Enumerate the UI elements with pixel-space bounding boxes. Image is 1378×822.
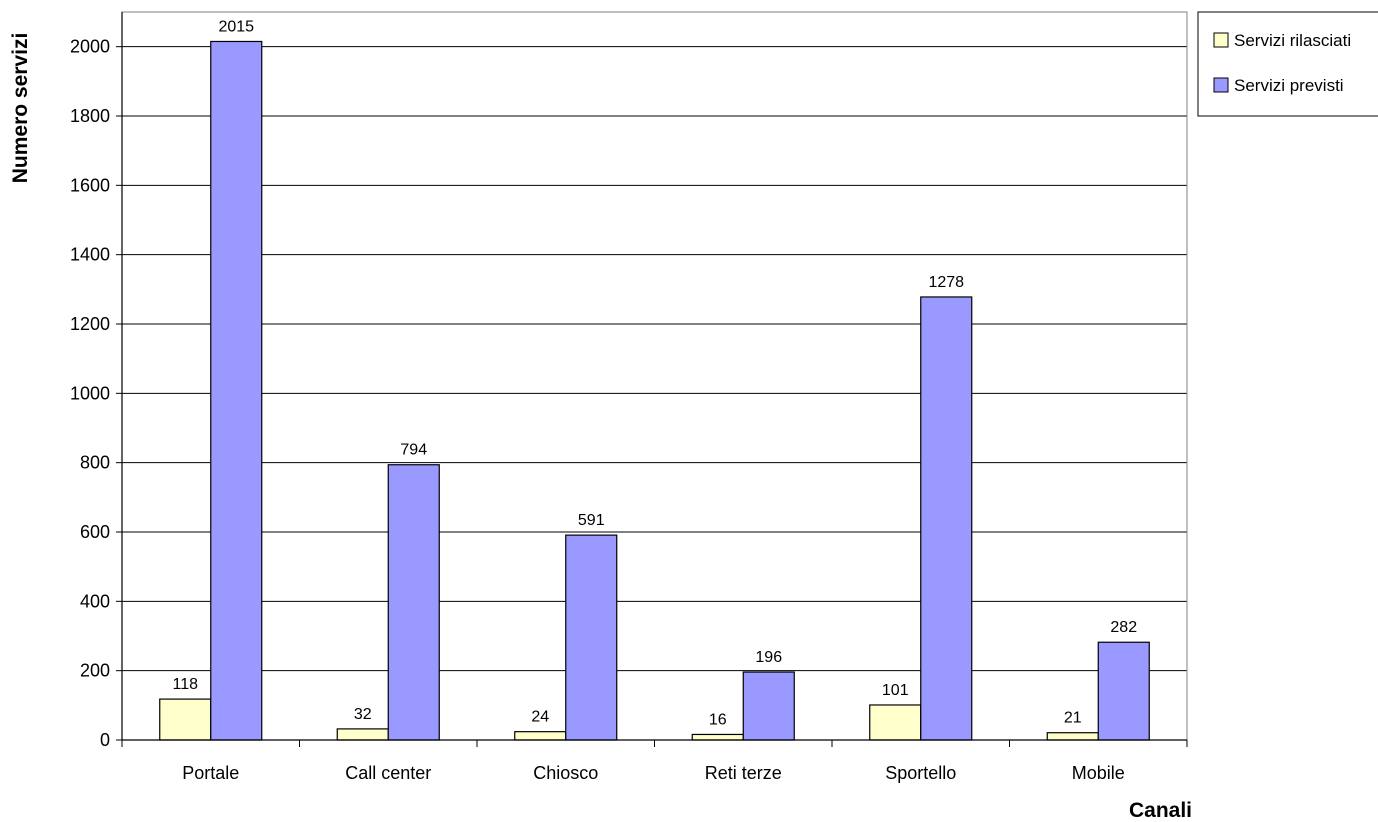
data-label: 794 bbox=[400, 442, 427, 459]
bar-servizi-previsti bbox=[742, 671, 795, 741]
data-label: 591 bbox=[578, 512, 605, 529]
category-label: Chiosco bbox=[533, 763, 598, 783]
category-label: Mobile bbox=[1072, 763, 1125, 783]
bar-servizi-previsti bbox=[1097, 641, 1150, 741]
y-tick-label: 2000 bbox=[70, 37, 110, 57]
y-tick-label: 1000 bbox=[70, 383, 110, 403]
legend-swatch bbox=[1213, 77, 1229, 93]
data-label: 21 bbox=[1064, 710, 1082, 727]
bar-servizi-rilasciati bbox=[336, 728, 389, 741]
legend-box bbox=[1197, 11, 1378, 117]
y-tick-labels: 0 200 400 600 800 1000 1200 1400 1600 1800 2000 bbox=[70, 37, 110, 750]
bar-servizi-rilasciati bbox=[1046, 732, 1099, 741]
gridlines bbox=[122, 46, 1187, 672]
bar-servizi-previsti bbox=[387, 464, 440, 741]
legend-label: Servizi rilasciati bbox=[1234, 31, 1351, 50]
y-axis-title: Numero servizi bbox=[9, 33, 32, 184]
bar-servizi-rilasciati bbox=[514, 731, 567, 741]
x-axis-title: Canali bbox=[1129, 799, 1192, 822]
bars bbox=[159, 40, 1150, 741]
plot-area-border bbox=[121, 11, 1188, 741]
y-tick-label: 1200 bbox=[70, 314, 110, 334]
data-label: 24 bbox=[531, 709, 549, 726]
category-label: Call center bbox=[345, 763, 431, 783]
axes bbox=[116, 11, 1188, 747]
data-label: 16 bbox=[709, 711, 727, 728]
legend-label: Servizi previsti bbox=[1234, 76, 1344, 95]
bar-servizi-previsti bbox=[565, 534, 618, 741]
bar-servizi-rilasciati bbox=[691, 733, 744, 741]
y-tick-label: 200 bbox=[80, 661, 110, 681]
data-labels: 118 2015 32 794 24 591 16 196 101 1278 21 282 bbox=[172, 18, 1137, 728]
category-label: Sportello bbox=[885, 763, 956, 783]
legend: Servizi rilasciati Servizi previsti bbox=[1197, 11, 1378, 117]
data-label: 32 bbox=[354, 706, 372, 723]
bar-servizi-rilasciati bbox=[159, 698, 212, 741]
y-tick-label: 400 bbox=[80, 591, 110, 611]
bar-servizi-rilasciati bbox=[869, 704, 922, 741]
data-label: 196 bbox=[755, 649, 782, 666]
data-label: 2015 bbox=[218, 18, 254, 35]
y-tick-label: 1600 bbox=[70, 175, 110, 195]
category-label: Portale bbox=[182, 763, 239, 783]
y-tick-label: 600 bbox=[80, 522, 110, 542]
y-tick-label: 1400 bbox=[70, 245, 110, 265]
y-tick-label: 1800 bbox=[70, 106, 110, 126]
legend-swatch bbox=[1213, 32, 1229, 48]
data-label: 118 bbox=[172, 676, 198, 693]
category-labels: Portale Call center Chiosco Reti terze Sport… bbox=[182, 763, 1125, 783]
data-label: 101 bbox=[882, 682, 909, 699]
bar-servizi-previsti bbox=[210, 40, 263, 741]
bar-servizi-previsti bbox=[920, 296, 973, 741]
data-label: 1278 bbox=[928, 274, 964, 291]
y-tick-label: 0 bbox=[100, 730, 110, 750]
category-label: Reti terze bbox=[705, 763, 782, 783]
data-label: 282 bbox=[1110, 619, 1137, 636]
y-tick-label: 800 bbox=[80, 453, 110, 473]
